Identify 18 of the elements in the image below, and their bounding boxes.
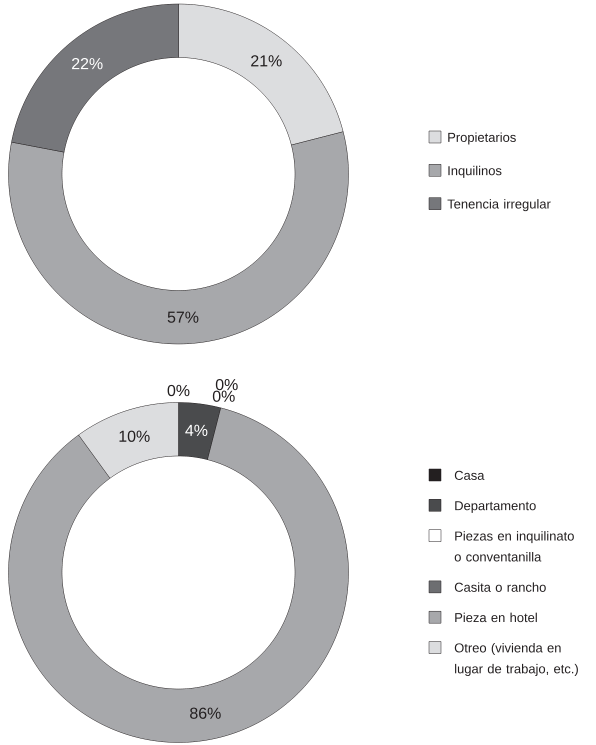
legend-label: Casita o rancho	[454, 582, 546, 592]
legend-label: Propietarios	[448, 132, 516, 145]
legend-label: Piezas en inquilinato o conventanilla	[454, 531, 574, 562]
legend-label: Otreo (vivienda en lugar de trabajo, etc.)	[454, 642, 578, 676]
legend-label: Departamento	[455, 501, 536, 513]
text: 0%	[168, 384, 190, 396]
data-label: 22%	[72, 58, 103, 70]
legend-label: Inquilinos	[448, 166, 502, 178]
data-label: 86%	[190, 708, 221, 719]
legend-label: Pieza en hotel	[455, 612, 537, 622]
legend-label: Casa	[454, 470, 484, 480]
text: 0%	[212, 390, 235, 402]
data-label: 4%	[185, 424, 208, 436]
data-label: 10%	[119, 430, 150, 442]
text: 0%	[216, 378, 238, 390]
data-label: 57%	[168, 312, 198, 323]
legend-label: Tenencia irregular	[447, 199, 551, 212]
data-label: 21%	[251, 55, 282, 66]
